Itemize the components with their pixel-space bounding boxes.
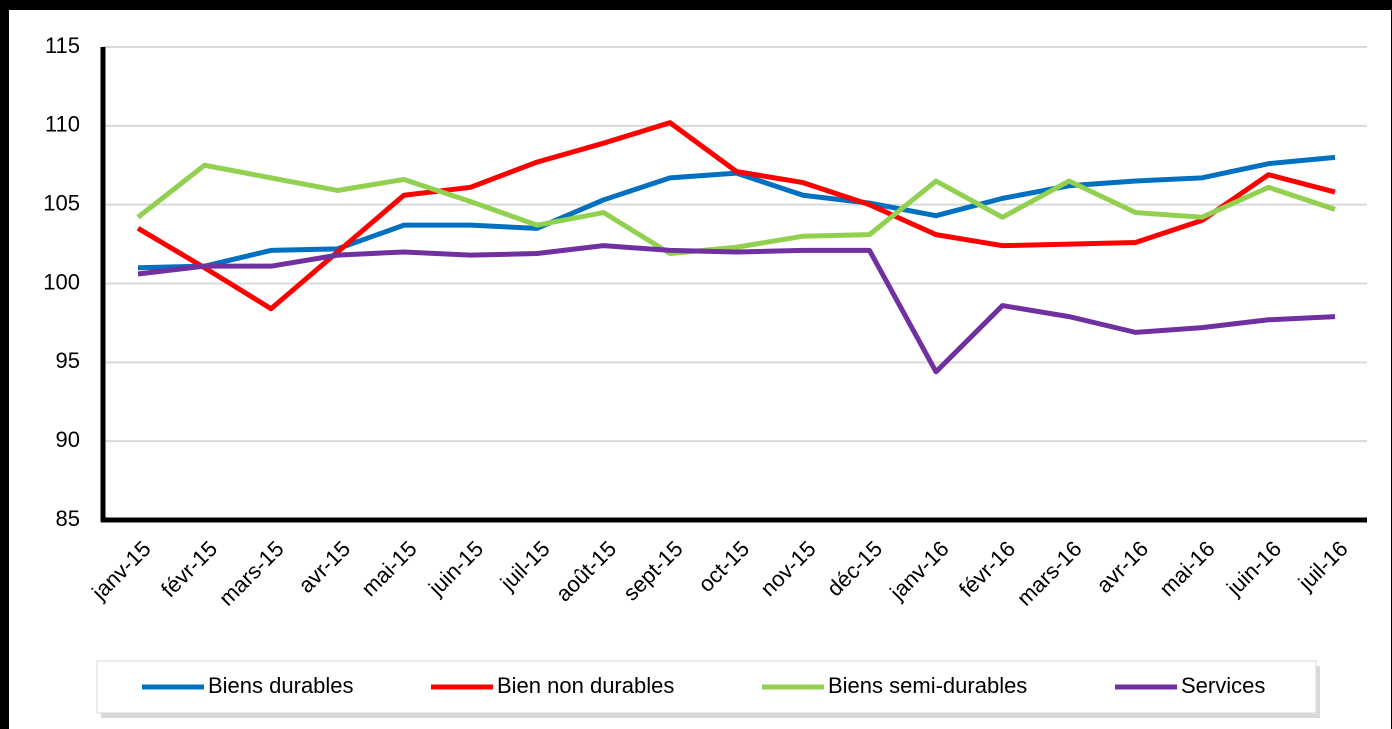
x-tick-label: oct-15: [693, 536, 754, 597]
x-tick-label: mai-16: [1154, 536, 1219, 601]
x-tick-label: juin-15: [423, 536, 488, 601]
x-tick-label: févr-16: [954, 536, 1020, 602]
y-tick-label: 90: [56, 427, 80, 452]
x-tick-label: mars-16: [1012, 536, 1087, 611]
x-tick-label: nov-15: [755, 536, 820, 601]
x-tick-label: juin-16: [1221, 536, 1286, 601]
legend-box: [96, 660, 1317, 714]
x-tick-label: déc-15: [822, 536, 887, 601]
y-tick-label: 115: [45, 33, 80, 58]
y-tick-label: 110: [45, 112, 80, 137]
line-series: [136, 120, 1336, 312]
legend-label: Biens durables: [208, 673, 354, 698]
legend-label: Services: [1181, 673, 1265, 698]
legend-label: Bien non durables: [497, 673, 674, 698]
x-tick-label: août-15: [551, 536, 621, 606]
y-tick-label: 95: [56, 348, 80, 373]
x-tick-label: sept-15: [618, 536, 688, 606]
x-tick-label: mars-15: [214, 536, 289, 611]
legend-label: Biens semi-durables: [828, 673, 1027, 698]
y-tick-label: 105: [43, 190, 80, 215]
x-tick-label: juil-15: [495, 536, 555, 596]
y-tick-label: 85: [56, 506, 80, 531]
line-series: [137, 243, 1336, 375]
x-tick-label: mai-15: [356, 536, 421, 601]
line-series: [136, 162, 1336, 257]
x-tick-label: avr-16: [1091, 536, 1153, 598]
x-tick-label: janv-15: [86, 536, 155, 605]
x-tick-label: janv-16: [884, 536, 953, 605]
x-tick-label: juil-16: [1293, 536, 1353, 596]
y-tick-label: 100: [43, 269, 80, 294]
x-tick-label: févr-15: [156, 536, 222, 602]
x-tick-label: avr-15: [293, 536, 355, 598]
